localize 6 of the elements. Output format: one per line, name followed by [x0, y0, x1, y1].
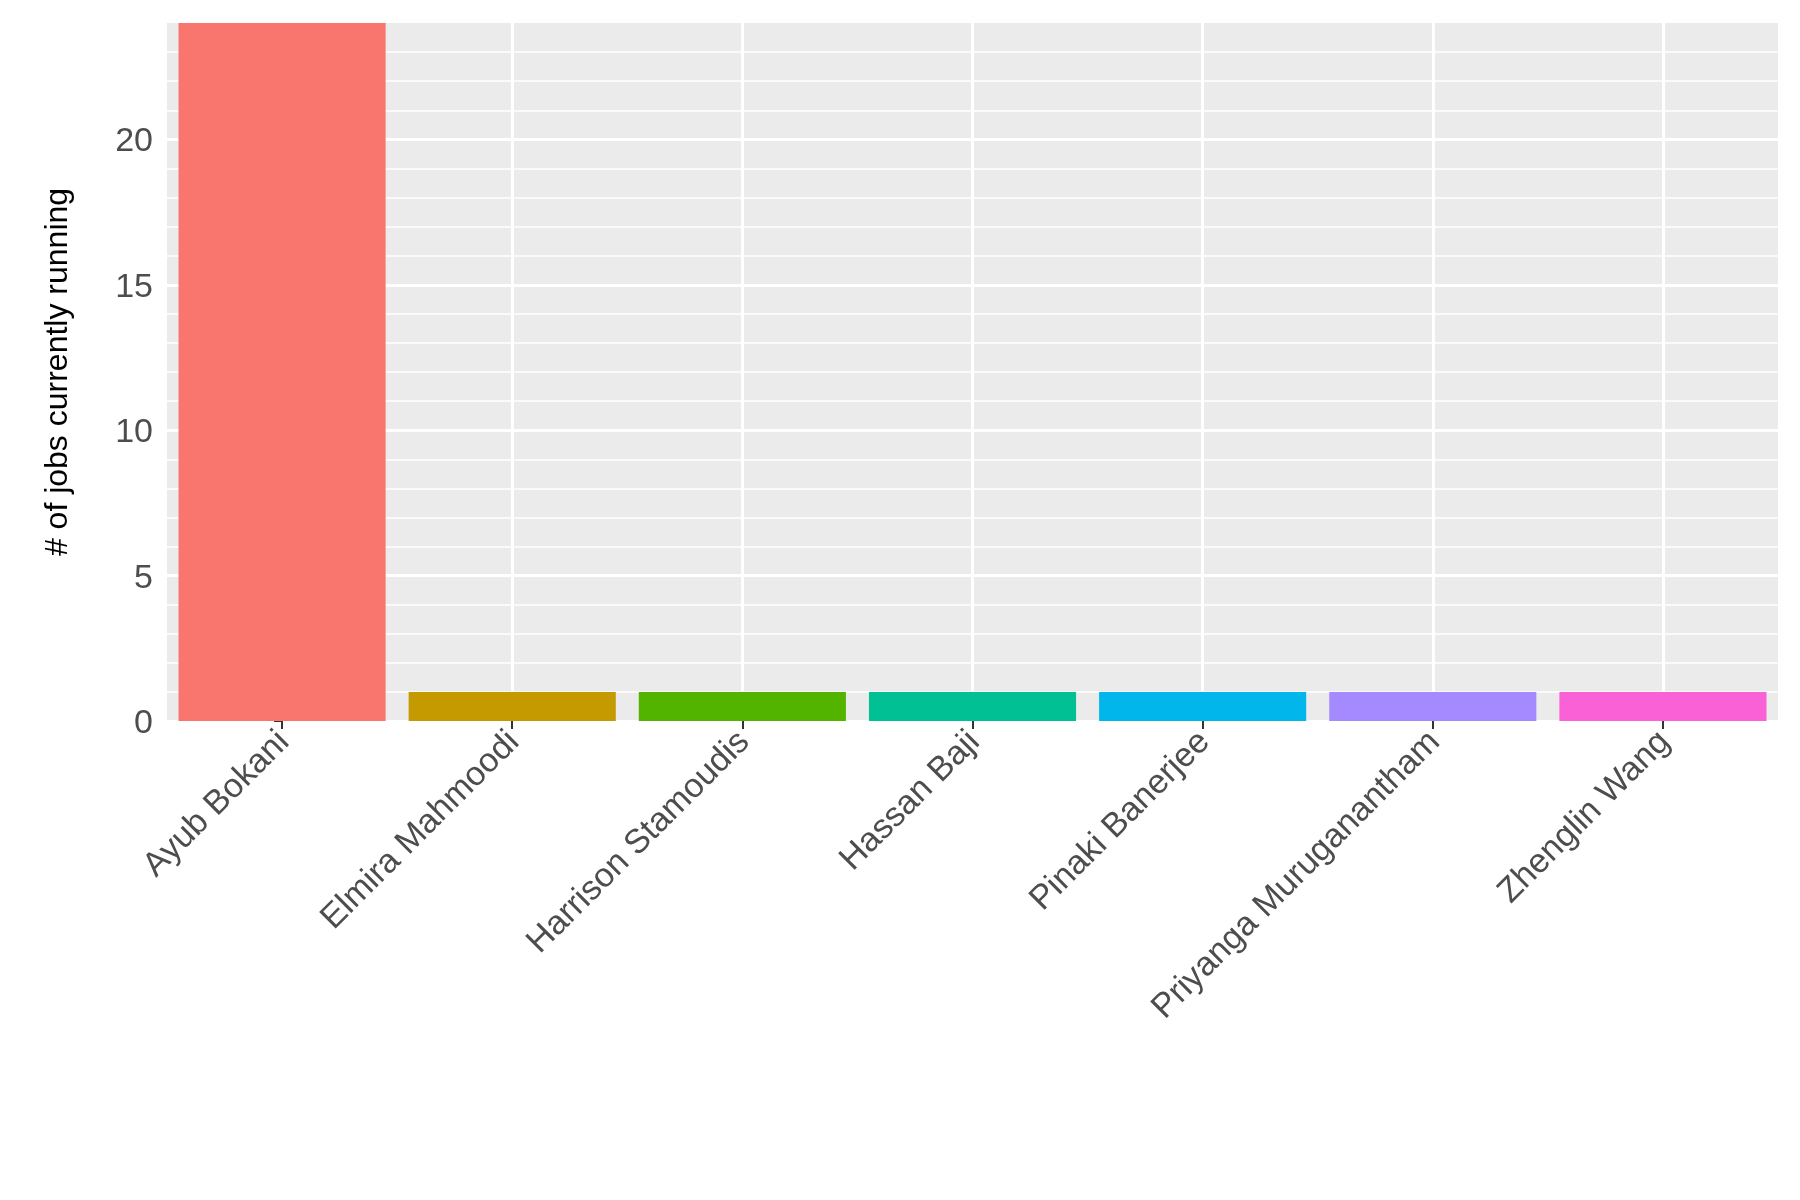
y-tick-label: 0: [134, 702, 153, 740]
y-tick-label: 15: [115, 265, 153, 304]
y-tick-label: 5: [134, 556, 153, 595]
y-axis-title: # of jobs currently running: [38, 187, 74, 557]
y-tick-label: 10: [115, 411, 153, 450]
y-tick-label: 20: [115, 120, 153, 159]
